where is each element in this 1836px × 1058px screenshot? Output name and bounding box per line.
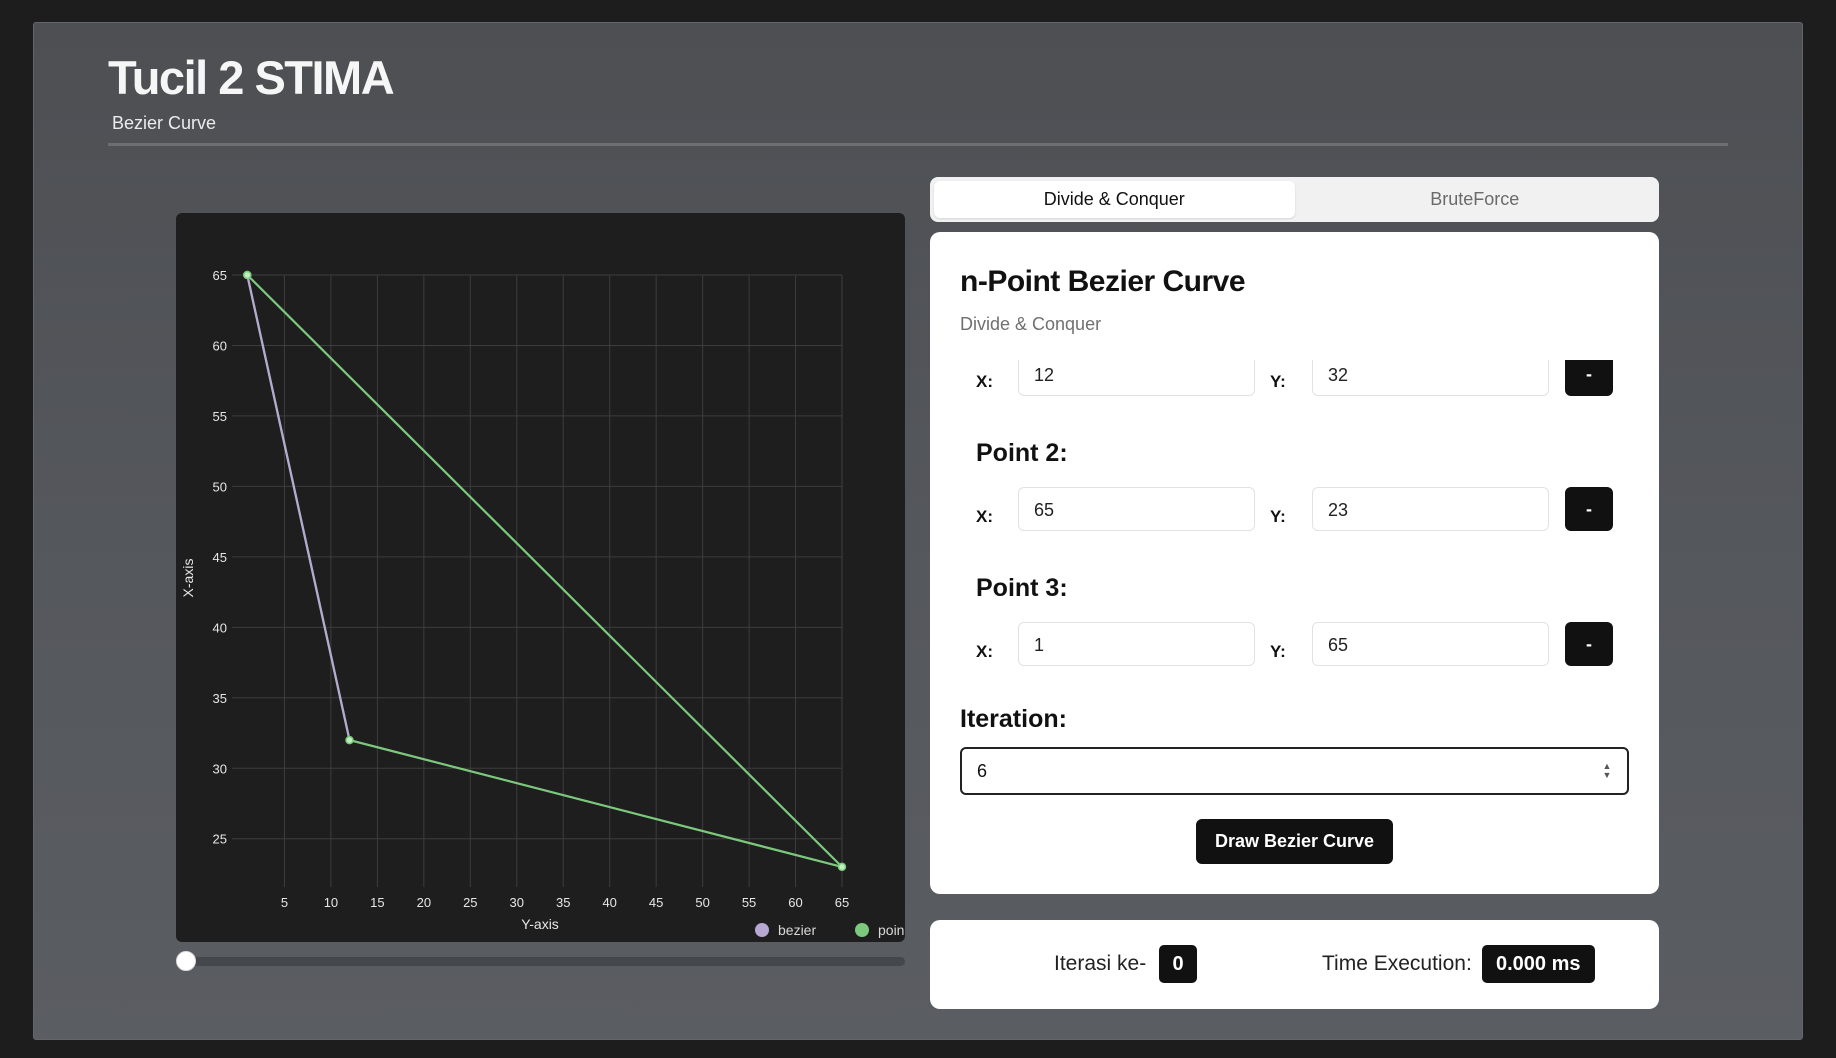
- point-1-x-input[interactable]: 12: [1018, 360, 1255, 396]
- x-tick-label: 10: [324, 895, 338, 910]
- algorithm-tabs: Divide & Conquer BruteForce: [930, 177, 1659, 222]
- y-tick-label: 50: [213, 479, 227, 494]
- point-1-remove-button[interactable]: -: [1565, 360, 1613, 396]
- tab-divide-conquer[interactable]: Divide & Conquer: [934, 181, 1295, 218]
- y-tick-label: 65: [213, 268, 227, 283]
- point-3-y-input[interactable]: 65: [1312, 622, 1549, 666]
- bezier-chart: 5 10 15 20 25 30 35 40 45 50 55 60 65 25 30 35 40 45 50 55 6…: [180, 268, 904, 938]
- iteration-value: 6: [977, 761, 988, 781]
- control-point: [243, 270, 252, 280]
- x-tick-label: 5: [281, 895, 288, 910]
- control-point: [345, 735, 354, 745]
- time-execution-badge: 0.000 ms: [1482, 945, 1595, 983]
- legend-label-bezier: bezier: [778, 922, 816, 938]
- x-tick-label: 60: [788, 895, 802, 910]
- y-tick-label: 35: [213, 691, 227, 706]
- y-tick-label: 30: [213, 761, 227, 776]
- time-execution-label: Time Execution:: [1322, 952, 1472, 975]
- x-tick-label: 15: [370, 895, 384, 910]
- iteration-status-label: Iterasi ke-: [1054, 952, 1147, 975]
- x-tick-label: 50: [695, 895, 709, 910]
- point-2-y-label: Y:: [1270, 507, 1286, 526]
- legend-label-point: poin: [878, 922, 904, 938]
- iteration-slider-track[interactable]: [176, 957, 905, 966]
- iteration-slider-thumb[interactable]: [176, 951, 196, 971]
- y-tick-label: 25: [213, 832, 227, 847]
- series-line-point: [246, 274, 846, 869]
- app-title: Tucil 2 STIMA: [108, 51, 395, 104]
- x-tick-label: 30: [510, 895, 524, 910]
- x-axis-title: Y-axis: [521, 916, 559, 932]
- x-tick-label: 65: [835, 895, 849, 910]
- iteration-status-badge: 0: [1159, 945, 1197, 983]
- point-2-x-label: X:: [976, 507, 993, 526]
- x-tick-label: 35: [556, 895, 570, 910]
- card-subtitle: Divide & Conquer: [960, 314, 1102, 334]
- point-2-x-input[interactable]: 65: [1018, 487, 1255, 531]
- chart-panel: 5 10 15 20 25 30 35 40 45 50 55 60 65 25 30 35 40 45 50 55 6…: [176, 213, 905, 942]
- iteration-label: Iteration:: [960, 705, 1067, 733]
- x-tick-label: 20: [417, 895, 431, 910]
- control-point: [837, 862, 847, 872]
- y-tick-label: 45: [213, 550, 227, 565]
- point-1-y-label: Y:: [1270, 372, 1286, 391]
- point-2-label: Point 2:: [976, 439, 1068, 467]
- point-3-label: Point 3:: [976, 574, 1068, 602]
- legend-swatch-point: [855, 923, 869, 937]
- bezier-form-card: n-Point Bezier Curve Divide & Conquer X:…: [930, 232, 1659, 894]
- status-panel: Iterasi ke- 0 Time Execution: 0.000 ms: [930, 920, 1659, 1009]
- y-axis-title: X-axis: [180, 559, 196, 598]
- tab-bruteforce[interactable]: BruteForce: [1430, 189, 1520, 209]
- point-3-remove-button[interactable]: -: [1565, 622, 1613, 666]
- x-tick-label: 55: [742, 895, 756, 910]
- x-tick-label: 45: [649, 895, 663, 910]
- point-3-x-input[interactable]: 1: [1018, 622, 1255, 666]
- card-title: n-Point Bezier Curve: [960, 265, 1246, 298]
- x-tick-label: 25: [463, 895, 477, 910]
- series-line-bezier: [246, 274, 351, 741]
- header-divider: [108, 143, 1728, 146]
- point-1-x-label: X:: [976, 372, 993, 391]
- point-2-y-input[interactable]: 23: [1312, 487, 1549, 531]
- point-3-y-label: Y:: [1270, 642, 1286, 661]
- draw-bezier-button[interactable]: Draw Bezier Curve: [1196, 819, 1393, 864]
- point-1-y-input[interactable]: 32: [1312, 360, 1549, 396]
- iteration-input[interactable]: 6 ▲ ▼: [960, 747, 1629, 795]
- x-tick-label: 40: [602, 895, 616, 910]
- y-tick-label: 60: [213, 338, 227, 353]
- y-tick-label: 40: [213, 620, 227, 635]
- point-2-remove-button[interactable]: -: [1565, 487, 1613, 531]
- app-subtitle: Bezier Curve: [112, 113, 217, 133]
- stepper-icon[interactable]: ▲ ▼: [1602, 761, 1612, 780]
- point-3-x-label: X:: [976, 642, 993, 661]
- y-tick-label: 55: [213, 409, 227, 424]
- legend-swatch-bezier: [755, 923, 769, 937]
- points-list[interactable]: X: 12 Y: 32 - Point 2: X: 65 Y: 23 - Poi…: [930, 360, 1659, 780]
